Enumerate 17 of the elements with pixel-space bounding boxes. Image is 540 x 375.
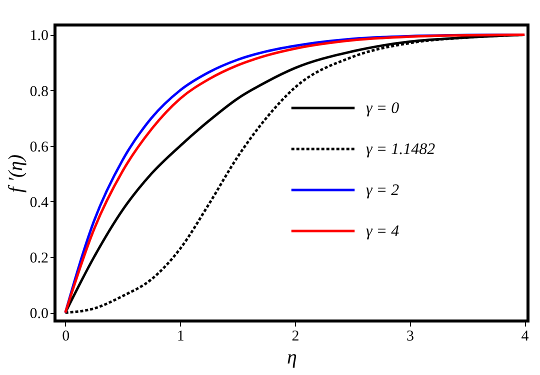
y-tick-label: 0.8 <box>30 84 48 100</box>
x-tick-label: 1 <box>176 328 184 344</box>
x-tick-label: 2 <box>292 328 300 344</box>
y-axis-title: f ′(η) <box>4 154 27 193</box>
x-tick-label: 3 <box>406 328 414 344</box>
x-tick-label: 0 <box>62 328 70 344</box>
y-tick-label: 1.0 <box>30 28 48 44</box>
legend-label: γ = 4 <box>366 223 400 240</box>
y-tick-label: 0.4 <box>30 194 49 211</box>
legend-label: γ = 2 <box>366 182 400 199</box>
y-tick-label: 0.2 <box>30 250 48 267</box>
y-tick-label: 0.0 <box>30 306 48 322</box>
x-axis-title: η <box>287 346 298 368</box>
legend-label: γ = 1.1482 <box>366 141 436 158</box>
x-tick-label: 4 <box>521 328 530 344</box>
y-tick-label: 0.6 <box>30 139 49 156</box>
legend-label: γ = 0 <box>366 100 400 117</box>
